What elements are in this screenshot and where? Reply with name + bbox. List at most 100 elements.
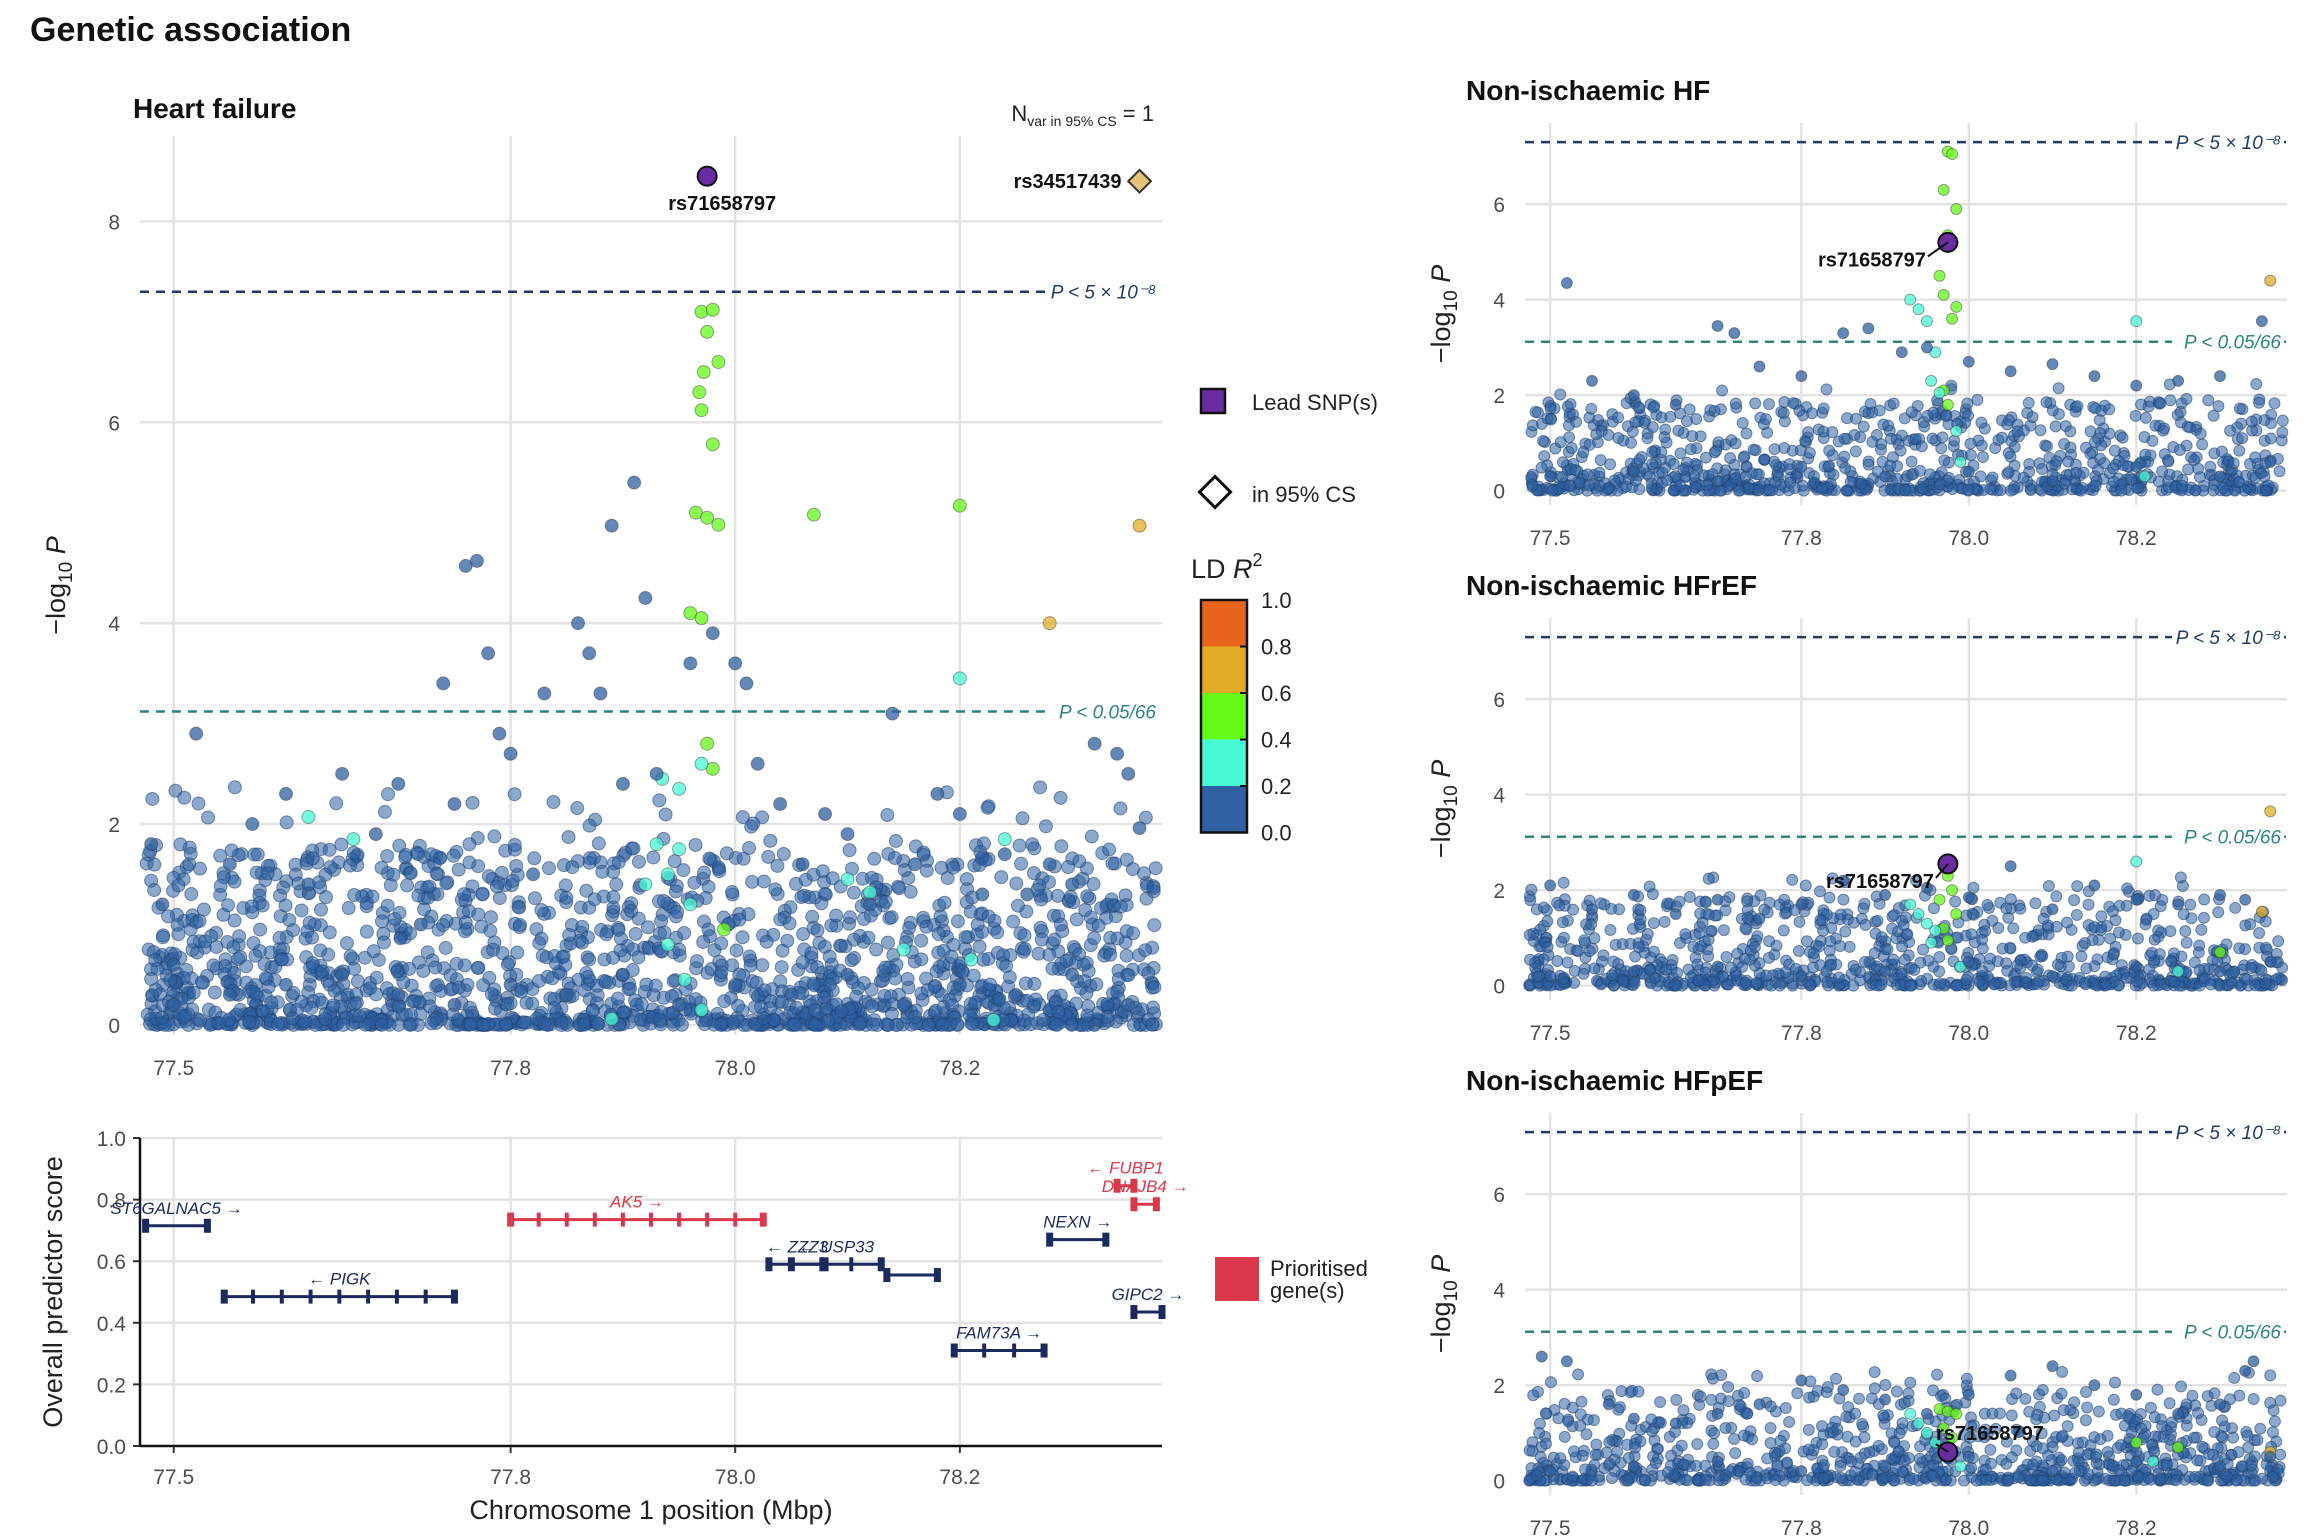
scatter-point (1017, 928, 1032, 943)
scatter-point (1558, 1430, 1571, 1443)
scatter-point (1612, 432, 1625, 445)
scatter-point (1589, 1448, 1602, 1461)
scatter-point (1751, 1370, 1764, 1383)
scatter-point (1627, 965, 1640, 978)
threshold-label-bg (1047, 277, 1159, 306)
scatter-point (2095, 910, 2108, 923)
scatter-point (2187, 1431, 2200, 1444)
scatter-point (1566, 1470, 1579, 1483)
scatter-point (2002, 1474, 2015, 1487)
scatter-point (2001, 964, 2014, 977)
scatter-point (1121, 968, 1136, 983)
scatter-point (1634, 913, 1647, 926)
scatter-point (1604, 458, 1617, 471)
scatter-point (366, 944, 381, 959)
scatter-point (2014, 902, 2027, 915)
scatter-point (1895, 346, 1908, 359)
scatter-point (896, 942, 911, 957)
scatter-point (1927, 902, 1940, 915)
scatter-point (990, 945, 1005, 960)
scatter-point (1904, 979, 1917, 992)
scatter-point (1645, 482, 1658, 495)
scatter-point (705, 302, 720, 317)
scatter-point (1989, 977, 2002, 990)
scatter-point (1012, 838, 1027, 853)
scatter-point (1585, 374, 1598, 387)
scatter-point (1834, 908, 1847, 921)
scatter-point (285, 1011, 300, 1026)
scatter-point (1018, 976, 1033, 991)
scatter-point (2164, 394, 2177, 407)
scatter-point (471, 859, 486, 874)
background-points (139, 780, 1163, 1032)
scatter-point (1529, 956, 1542, 969)
scatter-point (233, 1002, 248, 1017)
scatter-point (155, 897, 170, 912)
scatter-point (1896, 1417, 1909, 1430)
scatter-point (672, 997, 687, 1012)
scatter-point (1087, 931, 1102, 946)
scatter-point (1105, 856, 1120, 871)
scatter-point (2272, 935, 2285, 948)
scatter-point (1724, 961, 1737, 974)
scatter-point (1738, 952, 1751, 965)
scatter-point (1831, 1422, 1844, 1435)
scatter-point (2208, 1387, 2221, 1400)
scatter-point (2138, 470, 2151, 483)
scatter-point (1858, 1431, 1871, 1444)
scatter-point (884, 1006, 899, 1021)
scatter-point (1711, 1407, 1724, 1420)
scatter-point (1627, 465, 1640, 478)
scatter-point (1742, 482, 1755, 495)
scatter-point (2254, 467, 2267, 480)
scatter-point (1941, 398, 1954, 411)
scatter-point (2071, 880, 2084, 893)
scatter-point (1962, 355, 1975, 368)
scatter-point (1823, 459, 1836, 472)
scatter-point (329, 796, 344, 811)
scatter-point (2259, 484, 2272, 497)
series-0.2-0.4 (301, 671, 1012, 1027)
scatter-point (1576, 1449, 1589, 1462)
scatter-point (834, 1004, 849, 1019)
scatter-point (2037, 912, 2050, 925)
scatter-point (1103, 947, 1118, 962)
scatter-point (1669, 1417, 1682, 1430)
scatter-point (148, 953, 163, 968)
scatter-point (1684, 443, 1697, 456)
scatter-point (1633, 453, 1646, 466)
scatter-point (1816, 482, 1829, 495)
scatter-point (2228, 1371, 2241, 1384)
scatter-point (810, 923, 825, 938)
scatter-point (631, 854, 646, 869)
x-tick-label: 77.5 (1530, 1517, 1571, 1536)
gene-label: ST6GALNAC5 → (110, 1199, 242, 1218)
scatter-point (1925, 936, 1938, 949)
scatter-point (2276, 426, 2289, 439)
scatter-point (976, 952, 991, 967)
scatter-point (446, 848, 461, 863)
ld-color-segment (1201, 646, 1247, 693)
scatter-point (171, 878, 186, 893)
scatter-point (438, 940, 453, 955)
scatter-point (634, 997, 649, 1012)
scatter-point (1533, 1426, 1546, 1439)
gene-exon (883, 1268, 891, 1283)
scatter-point (1138, 810, 1153, 825)
scatter-point (1047, 932, 1062, 947)
scatter-point (2192, 946, 2205, 959)
scatter-point (1628, 976, 1641, 989)
scatter-point (2046, 1360, 2059, 1373)
scatter-point (2207, 409, 2220, 422)
scatter-point (1632, 941, 1645, 954)
scatter-point (2036, 1384, 2049, 1397)
scatter-point (776, 847, 791, 862)
scatter-point (992, 991, 1007, 1006)
scatter-point (410, 846, 425, 861)
scatter-point (914, 986, 929, 1001)
gene-exon (620, 1212, 625, 1227)
scatter-point (604, 1011, 619, 1026)
scatter-point (1844, 465, 1857, 478)
scatter-point (599, 927, 614, 942)
scatter-point (1593, 479, 1606, 492)
